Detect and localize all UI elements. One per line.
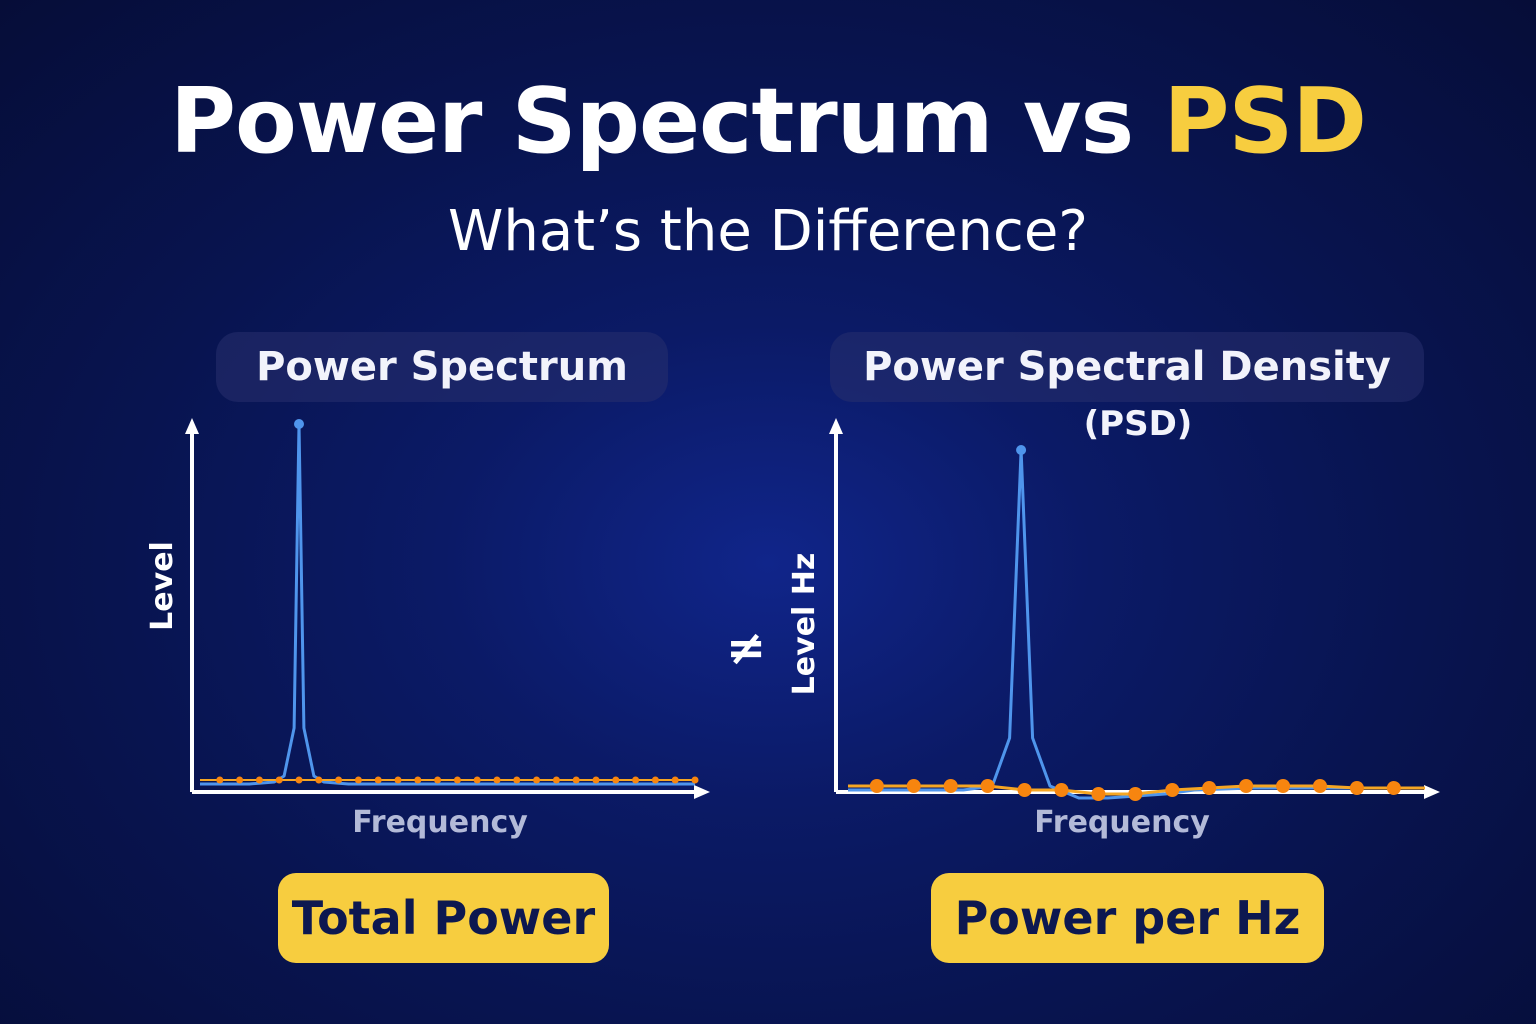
noise-floor-point — [1091, 787, 1106, 801]
noise-floor-point — [216, 776, 224, 784]
noise-floor-point — [236, 776, 244, 784]
spectrum-line — [200, 422, 695, 786]
noise-floor-point — [612, 776, 620, 784]
noise-floor-point — [980, 779, 995, 793]
y-axis-label: Level — [145, 541, 180, 631]
noise-floor-point — [473, 776, 481, 784]
noise-floor-point — [533, 776, 541, 784]
noise-floor-point — [632, 776, 640, 784]
title-accent: PSD — [1163, 69, 1367, 174]
page-title: Power Spectrum vs PSD — [0, 72, 1536, 171]
spectrum-line — [848, 448, 1425, 800]
psd-abbreviation: (PSD) — [1083, 404, 1193, 444]
x-axis-label: Frequency — [1034, 805, 1210, 840]
noise-floor-point — [691, 776, 699, 784]
power-spectrum-header: Power Spectrum — [216, 332, 668, 402]
noise-floor-point — [1276, 779, 1291, 793]
psd-chart: Level Hz Frequency — [787, 418, 1440, 840]
power-spectrum-chart: Level Frequency — [145, 418, 710, 840]
y-axis-label: Level Hz — [787, 553, 822, 696]
noise-floor-point — [453, 776, 461, 784]
noise-floor-point — [1054, 783, 1069, 797]
noise-floor-point — [374, 776, 382, 784]
noise-floor-point — [943, 779, 958, 793]
noise-floor-point — [394, 776, 402, 784]
noise-floor-point — [1017, 783, 1032, 797]
noise-floor-point — [1349, 781, 1364, 795]
noise-floor-point — [651, 776, 659, 784]
noise-floor-point — [414, 776, 422, 784]
total-power-badge: Total Power — [278, 873, 609, 963]
noise-floor-point — [295, 776, 303, 784]
noise-floor-point — [1312, 779, 1327, 793]
x-axis-label: Frequency — [352, 805, 528, 840]
peak-point — [294, 419, 304, 429]
noise-floor-point — [335, 776, 343, 784]
noise-floor-point — [275, 776, 283, 784]
noise-floor-point — [1239, 779, 1254, 793]
noise-floor-point — [255, 776, 263, 784]
noise-floor-point — [315, 776, 323, 784]
title-main: Power Spectrum vs — [170, 69, 1164, 174]
psd-header: Power Spectral Density — [830, 332, 1424, 402]
noise-floor-point — [869, 779, 884, 793]
noise-floor-point — [1386, 781, 1401, 795]
noise-floor-point — [513, 776, 521, 784]
noise-floor-point — [671, 776, 679, 784]
noise-floor-point — [906, 779, 921, 793]
y-axis-arrow-icon — [829, 418, 843, 434]
noise-floor-point — [552, 776, 560, 784]
noise-floor-point — [1165, 783, 1180, 797]
peak-point — [1016, 445, 1027, 455]
power-per-hz-badge: Power per Hz — [931, 873, 1324, 963]
noise-floor-point — [354, 776, 362, 784]
noise-floor-point — [434, 776, 442, 784]
y-axis-arrow-icon — [185, 418, 199, 434]
not-equal-symbol: ≠ — [726, 620, 767, 676]
noise-floor-point — [592, 776, 600, 784]
noise-floor-point — [1202, 781, 1217, 795]
x-axis-arrow-icon — [1424, 785, 1440, 799]
noise-floor-point — [1128, 787, 1143, 801]
noise-floor-point — [572, 776, 580, 784]
page-subtitle: What’s the Difference? — [447, 199, 1089, 264]
x-axis-arrow-icon — [694, 785, 710, 799]
noise-floor-point — [493, 776, 501, 784]
